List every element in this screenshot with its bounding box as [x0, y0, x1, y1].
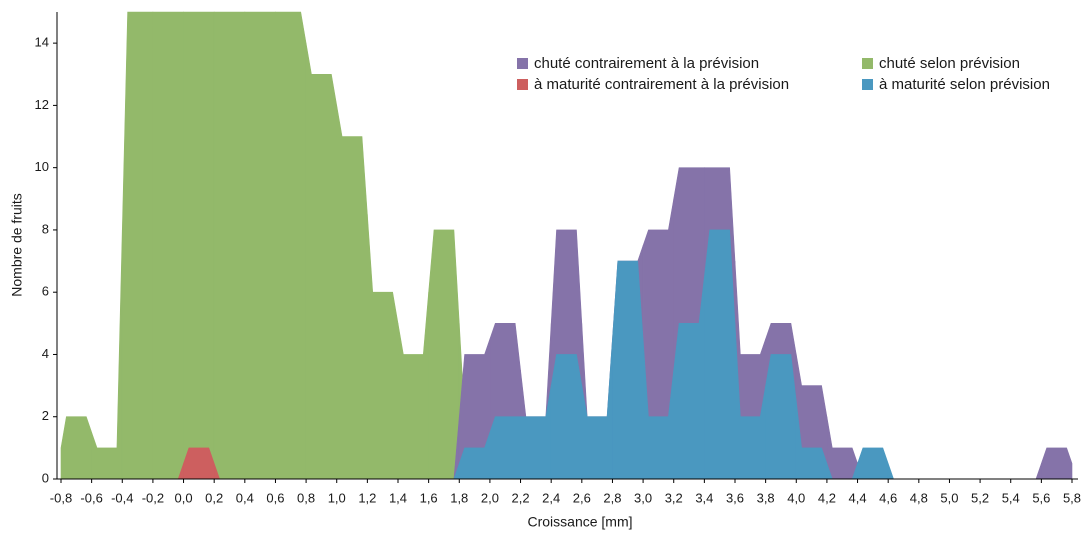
area-segment [183, 447, 215, 480]
x-tick-label: -0,8 [50, 490, 72, 505]
area-segment [826, 416, 858, 480]
legend-swatch [862, 58, 873, 69]
x-tick-label: 2,0 [481, 490, 499, 505]
legend-label: chuté selon prévision [879, 55, 1020, 72]
x-tick-label: 2,2 [512, 490, 530, 505]
area-segment [305, 43, 338, 480]
x-tick-label: 3,2 [665, 490, 683, 505]
x-tick-label: 1,2 [358, 490, 376, 505]
legend-label: chuté contrairement à la prévision [534, 55, 759, 72]
x-tick-label: -0,2 [142, 490, 164, 505]
x-tick-label: 5,2 [971, 490, 989, 505]
x-tick-label: 4,2 [818, 490, 836, 505]
x-tick-label: 4,8 [910, 490, 928, 505]
x-tick-label: 4,4 [849, 490, 867, 505]
x-tick-label: 5,6 [1032, 490, 1050, 505]
area-segment [152, 11, 184, 480]
x-tick-label: 0,6 [266, 490, 284, 505]
area-segment [121, 11, 154, 480]
area-segment [244, 11, 276, 480]
x-tick-label: 2,8 [603, 490, 621, 505]
legend-label: à maturité selon prévision [879, 76, 1050, 93]
x-tick-label: -0,6 [80, 490, 102, 505]
y-tick-label: 6 [42, 284, 49, 299]
area-segment [857, 447, 889, 480]
area-segment [489, 416, 521, 480]
x-tick-label: 2,4 [542, 490, 560, 505]
y-tick-label: 10 [35, 159, 49, 174]
x-tick-label: 5,0 [940, 490, 958, 505]
area-segment [704, 229, 736, 480]
x-tick-label: 0,2 [205, 490, 223, 505]
area-segment [367, 214, 399, 480]
legend-label: à maturité contrairement à la prévision [534, 76, 789, 93]
area-segment [60, 416, 92, 480]
area-segment [1041, 447, 1073, 480]
legend-swatch [517, 58, 528, 69]
x-tick-label: 1,8 [450, 490, 468, 505]
area-segment [397, 292, 429, 480]
area-segment [1010, 463, 1042, 480]
x-tick-label: -0,4 [111, 490, 133, 505]
x-tick-label: 0,0 [175, 490, 193, 505]
area-segment [336, 105, 368, 480]
y-axis-label: Nombre de fruits [9, 193, 25, 296]
y-tick-label: 8 [42, 221, 49, 236]
area-segment [183, 11, 215, 480]
y-tick-label: 14 [35, 35, 49, 50]
x-tick-label: 1,6 [420, 490, 438, 505]
y-tick-label: 12 [35, 97, 49, 112]
x-tick-label: 4,0 [787, 490, 805, 505]
x-tick-label: 3,6 [726, 490, 744, 505]
area-segment [275, 11, 307, 480]
area-segment [765, 354, 797, 480]
legend-swatch [862, 79, 873, 90]
x-tick-label: 4,6 [879, 490, 897, 505]
x-axis-label: Croissance [mm] [527, 514, 632, 530]
x-tick-label: 5,4 [1002, 490, 1020, 505]
y-tick-label: 0 [42, 470, 49, 485]
y-tick-label: 4 [42, 346, 49, 361]
x-tick-label: 0,8 [297, 490, 315, 505]
area-segment [887, 463, 919, 480]
y-tick-label: 2 [42, 408, 49, 423]
area-segment [550, 354, 583, 480]
area-segment [91, 229, 123, 480]
x-tick-label: 1,0 [328, 490, 346, 505]
area-segment [213, 11, 246, 480]
x-tick-label: 5,8 [1063, 490, 1081, 505]
legend-swatch [517, 79, 528, 90]
x-tick-label: 3,4 [695, 490, 713, 505]
area-segment [612, 260, 644, 480]
x-tick-label: 2,6 [573, 490, 591, 505]
x-tick-label: 3,0 [634, 490, 652, 505]
x-tick-label: 0,4 [236, 490, 254, 505]
x-tick-label: 3,8 [757, 490, 775, 505]
area-segment [428, 229, 460, 480]
x-tick-label: 1,4 [389, 490, 407, 505]
